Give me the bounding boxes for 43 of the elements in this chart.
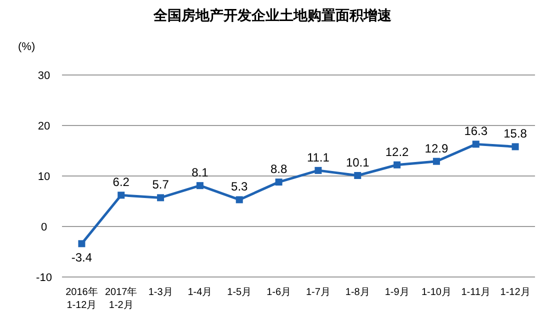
- chart-title: 全国房地产开发企业土地购置面积增速: [152, 7, 392, 23]
- x-tick-label: 1-12月: [500, 287, 530, 298]
- x-tick-label: 1-9月: [384, 287, 410, 298]
- point: [512, 143, 519, 150]
- data-label: 11.1: [306, 150, 330, 164]
- y-tick-label: -10: [36, 272, 52, 284]
- data-label: 5.7: [152, 178, 170, 192]
- x-tick-label: 1-8月: [345, 287, 370, 298]
- point: [236, 196, 243, 204]
- x-tick-label: 1-4月: [188, 287, 212, 298]
- data-label: 5.3: [231, 180, 248, 194]
- point: [118, 192, 125, 199]
- data-label: 16.3: [464, 124, 488, 138]
- point: [78, 240, 86, 248]
- x-tick-label: 2017年 1-2月: [105, 286, 138, 311]
- point: [157, 194, 164, 202]
- x-tick-label: 1-7月: [306, 287, 330, 298]
- point: [394, 161, 401, 168]
- x-tick-label: 1-10月: [421, 287, 452, 298]
- y-axis-title: (%): [18, 41, 36, 53]
- data-label: 8.8: [270, 162, 288, 176]
- y-tick-label: 10: [38, 171, 50, 183]
- x-tick-label: 1-5月: [227, 287, 252, 298]
- y-tick-label: 20: [38, 120, 50, 132]
- data-label: 10.1: [346, 155, 370, 170]
- data-label: -3.4: [71, 250, 92, 265]
- data-label: 8.1: [192, 166, 209, 180]
- point: [196, 182, 204, 190]
- x-tick-label: 2016年 1-12月: [66, 286, 98, 311]
- x-tick-label: 1-3月: [148, 287, 173, 298]
- point: [432, 158, 440, 165]
- x-tick-label: 1-11月: [461, 287, 491, 298]
- x-tick-label: 1-6月: [266, 287, 292, 298]
- data-label: 12.9: [424, 141, 448, 156]
- data-label: 12.2: [385, 144, 410, 159]
- point: [275, 178, 282, 186]
- data-label: 15.8: [504, 126, 528, 141]
- data-label: 6.2: [112, 175, 130, 190]
- point: [354, 172, 362, 179]
- y-tick-label: 30: [38, 70, 50, 82]
- point: [472, 140, 480, 148]
- point: [314, 166, 322, 174]
- y-tick-label: 0: [40, 222, 48, 234]
